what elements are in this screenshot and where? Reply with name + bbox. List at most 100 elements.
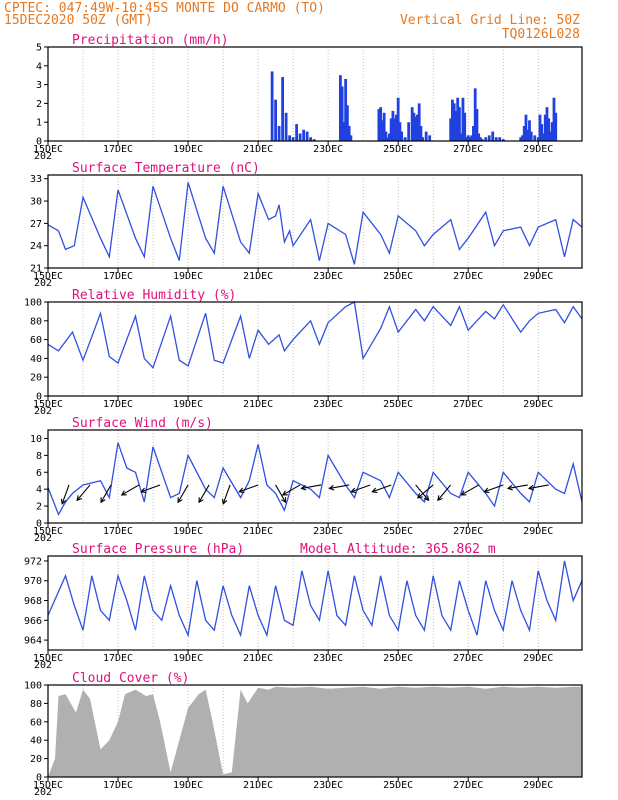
precip-title: Precipitation (mm/h) xyxy=(72,33,229,48)
precip-bar xyxy=(274,99,278,141)
x-tick-label: 21DEC xyxy=(243,526,273,537)
wind-arrow-head xyxy=(416,492,423,499)
precip-bar xyxy=(384,131,388,141)
x-tick-label: 15DEC xyxy=(33,653,63,664)
x-tick-label: 17DEC xyxy=(103,780,133,791)
y-tick-label: 100 xyxy=(24,681,42,692)
precip-bar xyxy=(398,122,402,141)
x-tick-label: 17DEC xyxy=(103,653,133,664)
rh-series-line xyxy=(47,300,583,370)
wind-arrow-head xyxy=(328,484,335,491)
header-location: CPTEC: 047:49W-10:45S MONTE DO CARMO (TO… xyxy=(4,1,325,16)
precip-bar xyxy=(312,139,316,141)
panel-pres: 964 966 968 970 972 15DEC 17DEC 19DEC 21DEC 23DEC… xyxy=(24,542,583,671)
wind-arrow xyxy=(329,484,350,489)
precip-bar xyxy=(412,112,416,141)
wind-arrow-head xyxy=(221,498,228,505)
precip-bar xyxy=(291,137,295,141)
wind-arrow-head xyxy=(76,495,83,502)
precip-bar xyxy=(542,133,545,141)
precip-bar xyxy=(377,109,381,141)
precip-bar xyxy=(347,125,351,141)
y-tick-label: 20 xyxy=(30,754,42,765)
x-tick-label: 25DEC xyxy=(383,526,413,537)
wind-arrow xyxy=(437,484,452,501)
cloud-title: Cloud Cover (%) xyxy=(72,671,189,686)
x-tick-label: 27DEC xyxy=(453,526,483,537)
y-tick-label: 3 xyxy=(36,80,42,91)
wind-arrow xyxy=(61,484,70,504)
precip-bar xyxy=(461,97,465,141)
y-tick-label: 970 xyxy=(24,576,42,587)
x-tick-label: 19DEC xyxy=(173,399,203,410)
wind-arrow xyxy=(301,484,322,489)
y-tick-label: 5 xyxy=(36,43,42,54)
y-tick-label: 2 xyxy=(36,502,42,513)
precip-bar xyxy=(533,135,537,141)
precip-bar xyxy=(403,137,407,141)
precip-bar xyxy=(379,107,383,141)
pres-extra-label: Model Altitude: 365.862 m xyxy=(300,542,496,557)
wind-arrow xyxy=(461,484,479,496)
x-tick-label: 19DEC xyxy=(173,653,203,664)
y-tick-label: 100 xyxy=(24,298,42,309)
x-tick-label: 23DEC xyxy=(313,271,343,282)
x-tick-label: 23DEC xyxy=(313,780,343,791)
x-tick-label: 23DEC xyxy=(313,653,343,664)
x-year-label: 202 xyxy=(34,278,52,289)
precip-bar xyxy=(344,78,348,141)
panel-temp: 21 24 27 30 33 15DEC 17DEC 19DEC 21DEC 23DEC 25DEC… xyxy=(30,161,583,289)
y-tick-label: 24 xyxy=(30,241,42,252)
x-tick-label: 29DEC xyxy=(523,399,553,410)
precip-bar xyxy=(414,116,418,141)
wind-arrow xyxy=(528,484,549,489)
x-tick-label: 21DEC xyxy=(243,653,273,664)
header-code: TQ0126L028 xyxy=(502,27,580,42)
precip-bar xyxy=(395,114,398,141)
panel-frame xyxy=(47,429,583,524)
x-tick-label: 29DEC xyxy=(523,144,553,155)
y-tick-label: 80 xyxy=(30,316,42,327)
precip-bar xyxy=(424,131,428,141)
wind-arrow-head xyxy=(350,487,357,494)
wind-arrow-head xyxy=(527,484,534,491)
x-year-label: 202 xyxy=(34,151,52,162)
pres-title: Surface Pressure (hPa) xyxy=(72,542,244,557)
x-tick-label: 15DEC xyxy=(33,271,63,282)
precip-bar xyxy=(281,77,285,141)
wind-arrow xyxy=(100,484,112,503)
x-tick-label: 17DEC xyxy=(103,144,133,155)
precip-bar xyxy=(552,97,556,141)
y-tick-label: 4 xyxy=(36,485,42,496)
precip-bar xyxy=(400,131,404,141)
wind-arrow-head xyxy=(281,490,288,496)
wind-arrow-head xyxy=(238,487,245,494)
header-run-date: 15DEC2020 50Z (GMT) xyxy=(4,13,153,28)
y-tick-label: 0 xyxy=(36,519,42,530)
panel-precip: 0 1 2 3 4 5 15DEC 17DEC 19DEC 21DEC 23DEC 25DEC 27DE… xyxy=(33,33,583,162)
precip-bar xyxy=(396,97,400,141)
x-year-label: 202 xyxy=(34,406,52,417)
y-tick-label: 33 xyxy=(30,174,42,185)
x-tick-label: 17DEC xyxy=(103,399,133,410)
wind-arrow-head xyxy=(120,490,127,496)
precip-bar xyxy=(458,107,461,141)
x-tick-label: 19DEC xyxy=(173,780,203,791)
wind-arrow xyxy=(141,484,161,493)
y-tick-label: 10 xyxy=(30,434,42,445)
y-tick-label: 6 xyxy=(36,468,42,479)
precip-bar xyxy=(522,125,526,141)
wind-arrow-head xyxy=(300,484,307,491)
x-tick-label: 21DEC xyxy=(243,780,273,791)
wind-arrow xyxy=(351,484,371,493)
precip-bar xyxy=(381,120,384,141)
x-tick-label: 23DEC xyxy=(313,144,343,155)
y-tick-label: 966 xyxy=(24,616,42,627)
panel-frame xyxy=(47,555,583,651)
x-tick-label: 27DEC xyxy=(453,780,483,791)
wind-arrow xyxy=(121,484,140,496)
y-tick-label: 27 xyxy=(30,219,42,230)
wind-arrow xyxy=(198,484,210,503)
precip-bar xyxy=(345,105,349,141)
x-tick-label: 21DEC xyxy=(243,144,273,155)
